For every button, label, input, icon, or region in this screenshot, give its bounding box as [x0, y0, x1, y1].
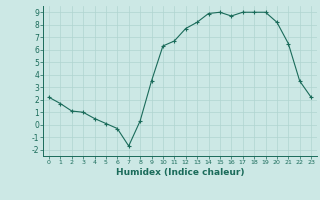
X-axis label: Humidex (Indice chaleur): Humidex (Indice chaleur) [116, 168, 244, 177]
